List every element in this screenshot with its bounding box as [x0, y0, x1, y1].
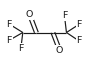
Text: O: O	[26, 10, 33, 19]
Text: F: F	[76, 20, 82, 29]
Text: F: F	[6, 20, 12, 29]
Text: F: F	[62, 11, 67, 20]
Text: O: O	[56, 46, 63, 55]
Text: F: F	[18, 44, 24, 53]
Text: F: F	[76, 36, 82, 45]
Text: F: F	[6, 36, 12, 45]
